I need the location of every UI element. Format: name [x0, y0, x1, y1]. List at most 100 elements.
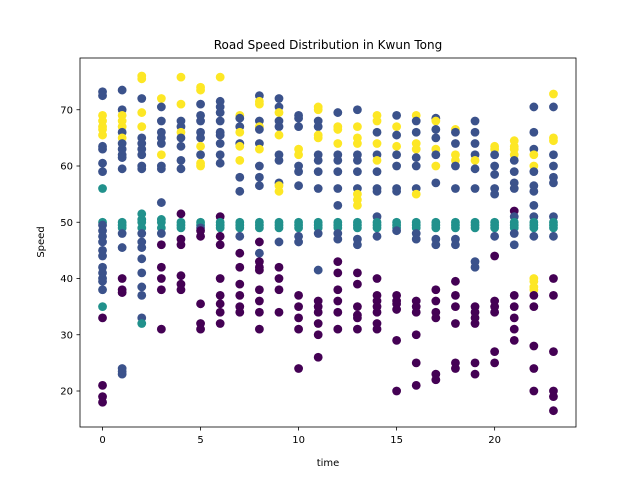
data-point: [549, 406, 558, 416]
data-point: [137, 254, 147, 264]
data-point: [333, 307, 343, 317]
data-point: [509, 229, 519, 238]
data-point: [529, 290, 539, 300]
data-point: [294, 167, 303, 177]
data-point: [117, 288, 127, 297]
data-point: [411, 153, 421, 162]
data-point: [411, 307, 421, 317]
data-point: [313, 133, 323, 143]
y-tick-label: 60: [60, 162, 73, 173]
data-point: [137, 108, 147, 117]
chart-title: Road Speed Distribution in Kwun Tong: [214, 38, 443, 52]
data-point: [137, 150, 147, 160]
data-point: [353, 200, 362, 210]
data-point: [372, 139, 382, 148]
data-point: [254, 248, 264, 258]
data-point: [529, 200, 539, 210]
data-point: [215, 319, 225, 328]
data-point: [176, 285, 186, 295]
data-point: [215, 307, 225, 317]
data-point: [372, 116, 382, 126]
data-point: [254, 172, 264, 182]
data-point: [235, 113, 245, 123]
data-point: [451, 240, 460, 250]
data-point: [372, 231, 382, 241]
data-point: [470, 358, 480, 368]
y-axis-label: Speed: [36, 226, 47, 257]
data-point: [411, 234, 421, 244]
data-point: [549, 223, 558, 233]
data-point: [98, 158, 107, 168]
data-point: [274, 108, 284, 117]
data-point: [392, 335, 402, 345]
data-point: [117, 153, 127, 162]
data-point: [431, 223, 441, 233]
x-axis: 0 5 10 15 20: [99, 427, 501, 446]
x-tick-label: 20: [488, 435, 501, 446]
data-point: [235, 279, 245, 289]
data-point: [137, 282, 147, 292]
data-point: [529, 386, 539, 396]
data-point: [549, 178, 558, 188]
data-point: [196, 99, 205, 109]
data-point: [431, 150, 441, 160]
data-point: [353, 122, 362, 132]
data-point: [294, 181, 303, 191]
data-point: [333, 167, 343, 177]
data-point: [451, 364, 460, 373]
data-point: [176, 141, 186, 151]
data-point: [509, 184, 519, 193]
data-point: [372, 307, 382, 317]
data-point: [509, 335, 519, 345]
data-point: [137, 74, 147, 84]
data-point: [549, 274, 558, 283]
data-point: [372, 324, 382, 334]
data-point: [196, 299, 205, 309]
data-point: [254, 223, 264, 233]
x-tick-label: 15: [390, 435, 403, 446]
data-point: [353, 268, 362, 278]
data-point: [490, 251, 500, 261]
data-point: [353, 313, 362, 323]
data-point: [313, 105, 323, 115]
data-point: [372, 155, 382, 165]
data-point: [156, 262, 166, 272]
data-point: [509, 302, 519, 312]
data-point: [98, 276, 107, 286]
data-point: [98, 130, 107, 140]
data-point: [98, 237, 107, 247]
data-point: [529, 231, 539, 241]
data-point: [392, 305, 402, 314]
data-point: [235, 248, 245, 258]
data-point: [411, 161, 421, 171]
data-point: [156, 229, 166, 238]
data-point: [176, 240, 186, 250]
data-point: [451, 161, 460, 171]
data-point: [98, 397, 107, 407]
data-point: [549, 150, 558, 160]
data-point: [333, 139, 343, 148]
data-point: [215, 130, 225, 140]
data-point: [470, 116, 480, 126]
data-point: [333, 234, 343, 244]
y-tick-label: 20: [60, 387, 73, 398]
data-point: [196, 231, 205, 241]
data-point: [156, 116, 166, 126]
data-point: [451, 276, 460, 286]
data-point: [313, 307, 323, 317]
data-point: [411, 144, 421, 154]
data-point: [451, 184, 460, 193]
data-point: [490, 347, 500, 357]
data-point: [294, 150, 303, 160]
data-point: [254, 265, 264, 275]
data-point: [196, 133, 205, 143]
data-point: [470, 223, 480, 233]
data-point: [549, 89, 558, 99]
data-point: [509, 324, 519, 334]
data-point: [215, 158, 225, 168]
data-point: [353, 223, 362, 233]
y-tick-label: 30: [60, 330, 73, 341]
data-point: [431, 116, 441, 126]
data-point: [215, 116, 225, 126]
